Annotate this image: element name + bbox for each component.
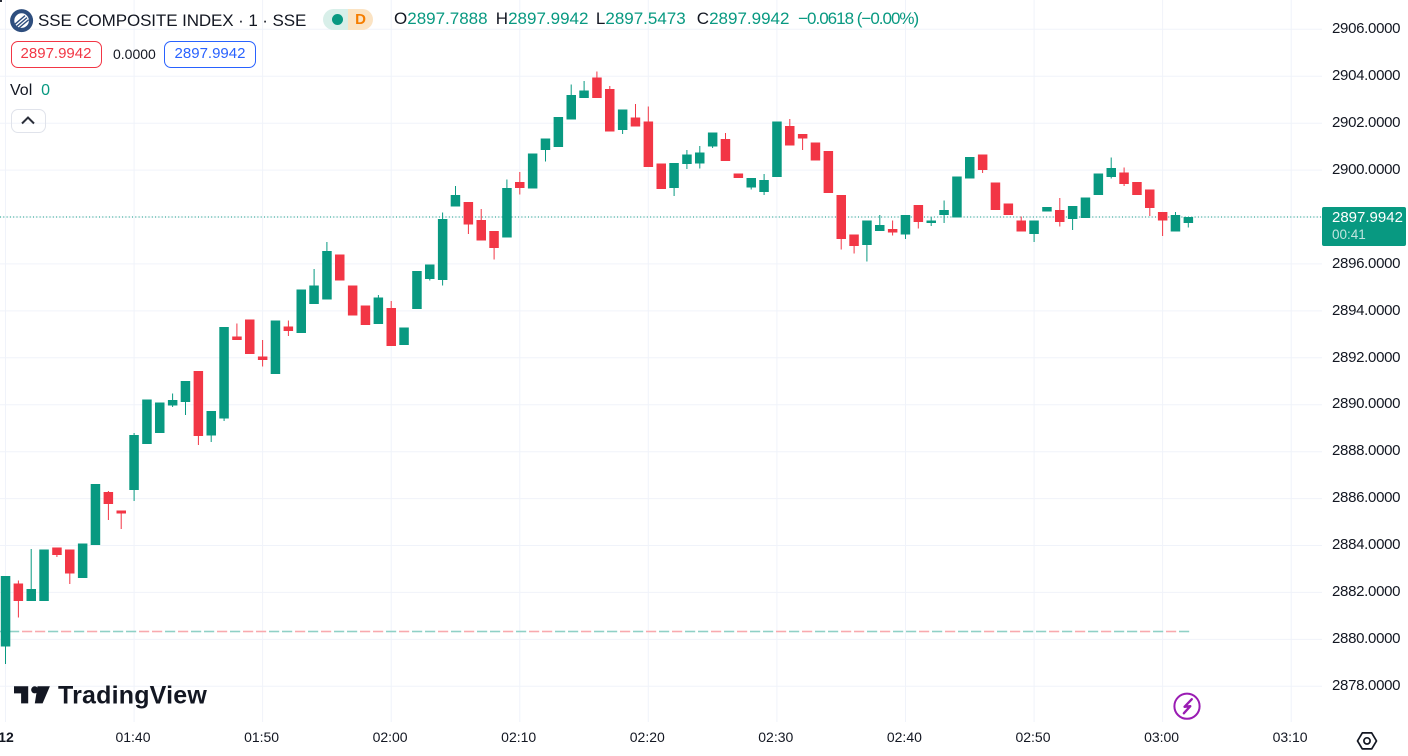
svg-text:TradingView: TradingView: [58, 684, 207, 710]
